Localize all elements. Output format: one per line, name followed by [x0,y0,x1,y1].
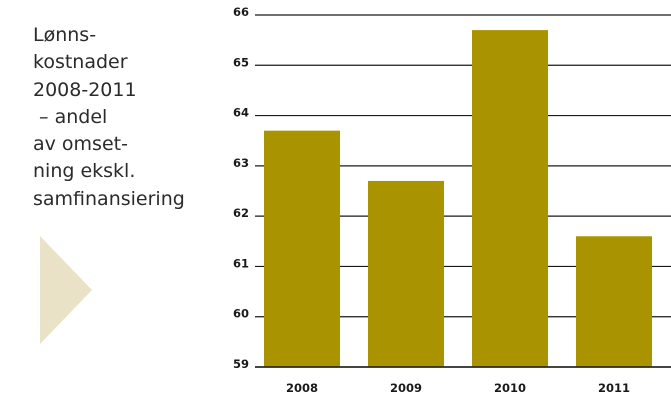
x-tick-label: 2009 [390,381,422,395]
y-tick-label: 59 [233,357,249,371]
y-tick-label: 65 [233,55,249,69]
y-tick-label: 60 [233,307,249,321]
y-tick-label: 62 [233,206,249,220]
bar [576,236,652,367]
y-tick-label: 63 [233,156,249,170]
y-tick-label: 66 [233,5,249,19]
y-tick-label: 64 [233,106,249,120]
bar [368,181,444,367]
x-tick-label: 2011 [598,381,630,395]
bar [264,131,340,367]
x-tick-label: 2008 [286,381,318,395]
x-tick-label: 2010 [494,381,526,395]
y-tick-label: 61 [233,256,249,270]
bar [472,30,548,367]
